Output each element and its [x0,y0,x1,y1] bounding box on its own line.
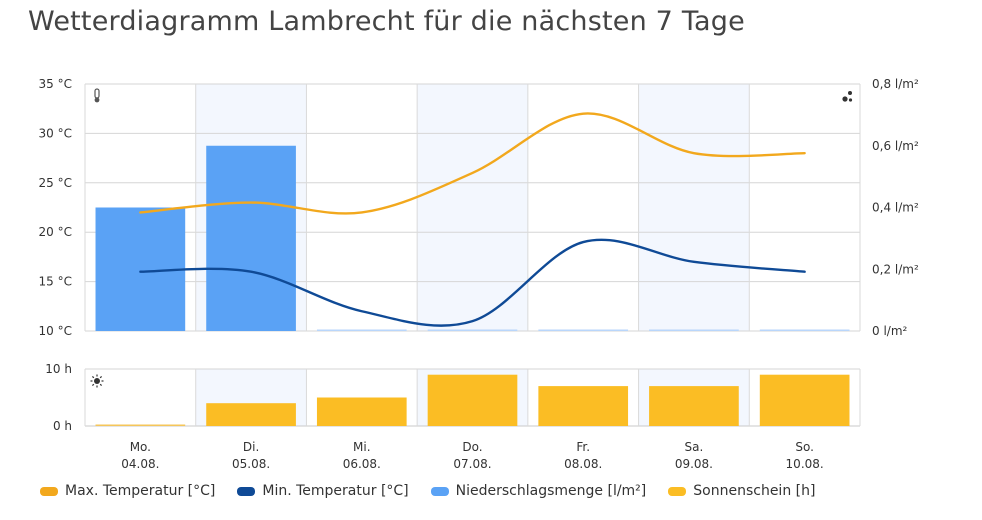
legend-item[interactable]: Max. Temperatur [°C] [40,483,215,499]
sun-tick-label: 0 h [53,419,72,433]
temp-tick-label: 20 °C [39,225,72,239]
date-label: 05.08. [232,457,270,471]
day-label: Mi. [353,440,371,454]
precipitation-bar [538,329,629,331]
sunshine-bar [759,374,850,426]
date-label: 06.08. [343,457,381,471]
legend-item[interactable]: Niederschlagsmenge [l/m²] [430,483,647,499]
day-label: Mo. [130,440,151,454]
date-label: 08.08. [564,457,602,471]
sunshine-bar [316,397,407,426]
sunshine-bar [649,386,739,426]
day-label: Do. [462,440,482,454]
legend-item[interactable]: Min. Temperatur [°C] [237,483,409,499]
precipitation-bar [759,329,850,331]
chart-title: Wetterdiagramm Lambrecht für die nächste… [28,6,745,37]
legend-label: Sonnenschein [h] [693,483,816,499]
column-band [417,84,528,331]
precip-tick-label: 0 l/m² [872,324,908,338]
day-label: So. [795,440,814,454]
day-label: Di. [243,440,259,454]
precip-tick-label: 0,4 l/m² [872,201,919,215]
precipitation-bar [316,329,407,331]
precipitation-bar [206,145,296,331]
legend-label: Niederschlagsmenge [l/m²] [455,483,647,499]
legend-swatch [430,486,449,496]
temp-tick-label: 25 °C [39,176,72,190]
precip-tick-label: 0,2 l/m² [872,262,919,276]
date-label: 10.08. [786,457,824,471]
precip-tick-label: 0,8 l/m² [872,77,919,91]
column-band [638,84,750,331]
thermometer-icon [94,88,100,103]
temp-tick-label: 30 °C [39,126,72,140]
sun-icon [90,374,104,388]
sunshine-bar [538,386,629,426]
date-label: 07.08. [453,457,491,471]
temp-tick-label: 10 °C [39,324,72,338]
min-temperature-line [139,238,806,327]
chart-legend: Max. Temperatur [°C] Min. Temperatur [°C]… [40,483,815,499]
legend-label: Max. Temperatur [°C] [65,483,216,499]
temp-tick-label: 15 °C [39,275,72,289]
weather-chart: 10 °C 15 °C 20 °C 25 °C 30 °C 35 °C 0 l/m² 0,2 … [39,77,919,471]
sunshine-bar [427,374,518,426]
max-temperature-line [139,112,806,215]
temp-tick-label: 35 °C [39,77,72,91]
sunshine-bar [95,424,186,426]
precipitation-bar [649,329,739,331]
sun-tick-label: 10 h [45,362,72,376]
precipitation-bar [427,329,518,331]
day-label: Fr. [576,440,590,454]
precip-tick-label: 0,6 l/m² [872,139,919,153]
legend-item[interactable]: Sonnenschein [h] [668,483,815,499]
sunshine-bar [206,403,296,426]
legend-label: Min. Temperatur [°C] [262,483,409,499]
legend-swatch [237,486,256,496]
day-label: Sa. [685,440,704,454]
legend-swatch [668,486,687,496]
date-label: 04.08. [121,457,159,471]
date-label: 09.08. [675,457,713,471]
raindrops-icon [842,91,853,102]
legend-swatch [40,486,58,496]
